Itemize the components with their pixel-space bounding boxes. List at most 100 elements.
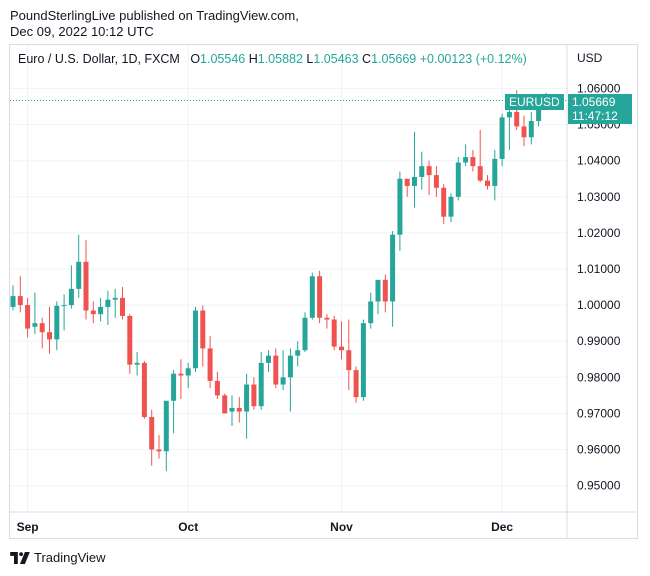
candle-body bbox=[134, 362, 140, 365]
candle-body bbox=[47, 332, 52, 340]
candle[interactable] bbox=[346, 319, 352, 390]
candle[interactable] bbox=[317, 270, 323, 324]
candle[interactable] bbox=[441, 184, 447, 224]
candle[interactable] bbox=[112, 288, 118, 318]
candle[interactable] bbox=[375, 279, 381, 315]
candle[interactable] bbox=[412, 131, 417, 208]
candle[interactable] bbox=[171, 370, 177, 434]
candle[interactable] bbox=[251, 377, 257, 410]
candle[interactable] bbox=[324, 314, 330, 329]
price-tick-label: 0.99000 bbox=[577, 334, 621, 348]
candle[interactable] bbox=[419, 151, 425, 190]
candle[interactable] bbox=[353, 366, 359, 403]
candle[interactable] bbox=[39, 317, 45, 349]
candle[interactable] bbox=[492, 149, 498, 201]
tradingview-brand[interactable]: TradingView bbox=[10, 550, 106, 565]
candle-body bbox=[360, 323, 366, 398]
candle[interactable] bbox=[463, 144, 469, 167]
candle[interactable] bbox=[98, 297, 104, 322]
candle[interactable] bbox=[214, 371, 220, 399]
publisher-info: PoundSterlingLive published on TradingVi… bbox=[10, 8, 299, 40]
candle[interactable] bbox=[295, 341, 301, 367]
candle[interactable] bbox=[76, 234, 82, 298]
candle[interactable] bbox=[287, 348, 293, 412]
candle[interactable] bbox=[200, 305, 206, 367]
candle[interactable] bbox=[156, 435, 162, 459]
candle-body bbox=[61, 305, 67, 307]
candle[interactable] bbox=[477, 130, 483, 183]
candle-body bbox=[178, 373, 184, 376]
candle[interactable] bbox=[32, 292, 38, 334]
candle[interactable] bbox=[236, 397, 242, 423]
time-axis-label: Nov bbox=[330, 520, 353, 534]
candle[interactable] bbox=[433, 166, 439, 197]
candle-body bbox=[287, 355, 293, 378]
candle[interactable] bbox=[390, 231, 396, 327]
candle-body bbox=[390, 234, 396, 302]
candle[interactable] bbox=[528, 111, 534, 145]
price-axis-currency: USD bbox=[577, 51, 603, 65]
candle[interactable] bbox=[54, 301, 60, 351]
last-price-tag: 1.05669 11:47:12 bbox=[568, 94, 632, 124]
candle[interactable] bbox=[499, 113, 505, 167]
candle[interactable] bbox=[120, 287, 125, 320]
candle[interactable] bbox=[455, 157, 461, 201]
candle[interactable] bbox=[397, 171, 403, 251]
candle[interactable] bbox=[193, 306, 198, 372]
candle[interactable] bbox=[141, 361, 147, 419]
publisher-line: PoundSterlingLive published on TradingVi… bbox=[10, 8, 299, 23]
candles[interactable] bbox=[10, 90, 549, 472]
candle[interactable] bbox=[25, 297, 31, 338]
candle-body bbox=[193, 310, 198, 369]
candle-body bbox=[492, 158, 498, 186]
candle[interactable] bbox=[178, 359, 184, 399]
candle[interactable] bbox=[207, 335, 213, 389]
candle-body bbox=[273, 355, 279, 385]
candle-body bbox=[120, 297, 125, 316]
candle[interactable] bbox=[426, 160, 432, 195]
candle[interactable] bbox=[134, 352, 140, 376]
candle[interactable] bbox=[258, 352, 264, 410]
candle[interactable] bbox=[339, 321, 344, 360]
candle-body bbox=[83, 261, 89, 311]
candle[interactable] bbox=[273, 348, 279, 389]
candle[interactable] bbox=[448, 193, 454, 223]
candle-body bbox=[280, 377, 286, 385]
candle[interactable] bbox=[360, 319, 366, 401]
candle[interactable] bbox=[163, 400, 169, 472]
candle[interactable] bbox=[61, 294, 67, 331]
candle[interactable] bbox=[470, 149, 476, 172]
candle-body bbox=[521, 126, 527, 138]
candle[interactable] bbox=[47, 306, 52, 354]
candle[interactable] bbox=[10, 285, 16, 311]
candle[interactable] bbox=[83, 240, 89, 320]
candle-body bbox=[397, 178, 403, 235]
candle-body bbox=[266, 355, 271, 363]
candle[interactable] bbox=[280, 350, 286, 390]
candle[interactable] bbox=[244, 373, 250, 439]
candle-body bbox=[463, 157, 469, 163]
candle[interactable] bbox=[331, 315, 337, 351]
candle[interactable] bbox=[127, 314, 133, 374]
candle[interactable] bbox=[309, 272, 315, 320]
candle-body bbox=[331, 319, 337, 347]
candle[interactable] bbox=[105, 290, 111, 325]
candle[interactable] bbox=[185, 362, 191, 389]
candle[interactable] bbox=[404, 178, 410, 197]
candle-body bbox=[317, 276, 323, 318]
candle[interactable] bbox=[17, 276, 23, 313]
candle[interactable] bbox=[302, 312, 308, 353]
candle[interactable] bbox=[149, 409, 155, 466]
candle[interactable] bbox=[506, 108, 512, 150]
candle[interactable] bbox=[266, 350, 271, 372]
candle[interactable] bbox=[229, 395, 235, 427]
candle[interactable] bbox=[222, 393, 228, 414]
candle-body bbox=[536, 104, 542, 121]
candle[interactable] bbox=[382, 274, 388, 313]
candle[interactable] bbox=[368, 292, 374, 329]
candle[interactable] bbox=[521, 115, 527, 147]
candle[interactable] bbox=[90, 301, 96, 324]
candle[interactable] bbox=[485, 175, 490, 190]
candle[interactable] bbox=[68, 265, 74, 309]
